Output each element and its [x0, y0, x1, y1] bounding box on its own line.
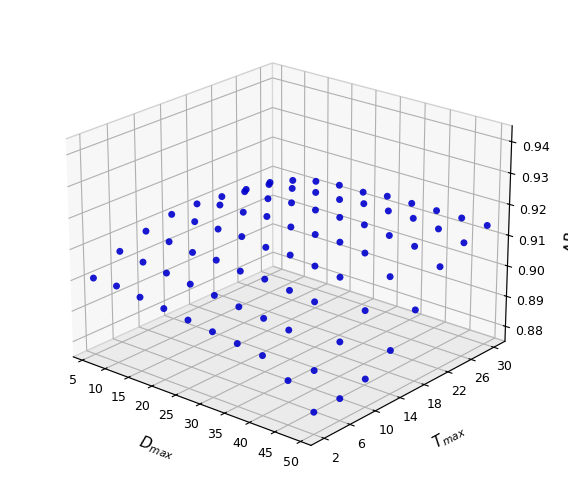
X-axis label: $D_{max}$: $D_{max}$ — [136, 433, 177, 463]
Y-axis label: $T_{max}$: $T_{max}$ — [429, 420, 469, 453]
